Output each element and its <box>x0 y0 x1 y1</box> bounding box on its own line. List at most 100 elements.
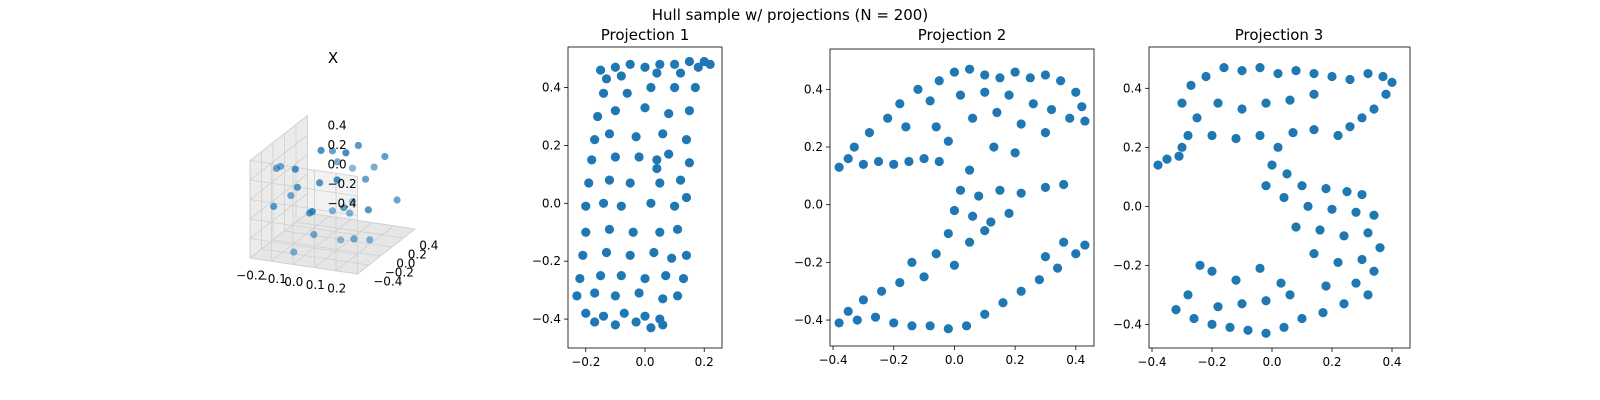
projection-3-title: Projection 3 <box>1235 26 1323 44</box>
data-point <box>1162 154 1172 164</box>
x-tick-label: 0.2 <box>695 355 714 369</box>
axes-frame <box>567 46 723 349</box>
data-point <box>610 62 620 72</box>
projection-1-title: Projection 1 <box>601 26 689 44</box>
data-point <box>1276 278 1286 288</box>
data-point <box>1369 210 1379 220</box>
data-point <box>328 207 337 215</box>
y-tick-label: −0.4 <box>1113 317 1142 331</box>
data-point <box>664 108 674 119</box>
axes-3d-gridline <box>314 222 373 268</box>
x-tick-label: 0.4 <box>1382 355 1401 369</box>
data-point <box>907 257 917 267</box>
projection-2-axes: Projection 2 −0.4 −0.2 0.0 0.2 0.4 −0.4 −0.2 0.… <box>794 26 1095 367</box>
data-point <box>1077 102 1087 112</box>
data-point <box>587 155 597 165</box>
axes-3d-gridline <box>295 221 404 239</box>
x-tick-label: 0.1 <box>306 278 325 292</box>
y-tick-label: 0.2 <box>804 140 823 154</box>
y-tick-label: −0.2 <box>794 255 823 269</box>
data-point <box>333 158 342 166</box>
data-point <box>678 273 689 284</box>
data-point <box>1071 87 1081 97</box>
data-point <box>652 163 662 174</box>
axes-3d-gridline <box>307 212 416 230</box>
y-tick-label: 0.2 <box>542 138 561 152</box>
axes-3d-gridline <box>249 193 308 239</box>
data-point <box>1357 254 1367 265</box>
data-point <box>934 156 944 167</box>
data-point <box>1327 204 1337 214</box>
data-point <box>625 250 635 260</box>
data-point <box>628 227 638 237</box>
data-point <box>1231 275 1241 285</box>
data-point <box>640 311 650 321</box>
data-point <box>1040 182 1051 193</box>
data-point <box>992 107 1002 118</box>
data-point <box>631 132 641 142</box>
data-point <box>904 156 914 167</box>
data-point <box>1065 113 1075 123</box>
y-tick-label: 0.4 <box>542 81 561 95</box>
axes-3d-gridline <box>249 218 358 236</box>
data-point <box>1255 130 1265 141</box>
x-tick-label: 0.2 <box>327 281 346 295</box>
x-tick-label: 0.2 <box>1322 355 1341 369</box>
data-point <box>348 164 357 172</box>
data-point <box>631 317 641 327</box>
data-point <box>1387 77 1397 88</box>
data-point <box>610 152 620 162</box>
data-point <box>1369 266 1379 276</box>
data-point <box>634 152 644 162</box>
data-point <box>655 178 665 188</box>
data-point <box>598 88 609 98</box>
x-tick-label: −0.2 <box>236 269 265 283</box>
x-tick-label: 0.2 <box>1006 353 1025 367</box>
data-point <box>646 82 656 93</box>
axes-3d-gridline <box>249 154 308 200</box>
data-point <box>883 113 893 123</box>
data-point <box>658 129 668 139</box>
data-point <box>316 179 324 187</box>
data-point <box>964 237 975 247</box>
data-point <box>1174 151 1184 161</box>
axes-3d-gridline <box>292 219 351 265</box>
data-point <box>640 103 650 113</box>
axes-3d-gridline <box>357 228 416 275</box>
data-point <box>1321 281 1331 291</box>
data-point <box>1243 325 1253 335</box>
data-point <box>1345 122 1355 132</box>
x-tick-label: −0.2 <box>879 353 908 367</box>
z-tick-label: 0.0 <box>328 157 347 171</box>
data-point <box>640 273 650 284</box>
data-point <box>342 149 350 157</box>
data-point <box>961 321 972 331</box>
data-point <box>901 122 911 132</box>
data-point <box>949 205 960 216</box>
data-point <box>980 309 990 319</box>
x-tick-label: −0.1 <box>258 272 287 286</box>
data-point <box>1351 278 1361 288</box>
data-point <box>1219 63 1229 73</box>
data-point <box>354 141 362 150</box>
data-point <box>610 320 620 330</box>
data-point <box>625 59 635 69</box>
data-point <box>1080 116 1090 126</box>
data-point <box>986 217 996 227</box>
data-point <box>328 147 337 155</box>
data-point <box>925 321 935 331</box>
x-tick-label: 0.4 <box>1066 353 1085 367</box>
data-point <box>1381 89 1391 99</box>
data-point <box>1267 160 1277 170</box>
y-tick-label: −0.2 <box>1113 258 1142 272</box>
x-tick-label: 0.0 <box>284 275 303 289</box>
data-point <box>1342 186 1352 197</box>
data-point <box>858 159 868 169</box>
data-point <box>667 253 677 263</box>
data-point <box>684 158 695 168</box>
axes-3d-gridline <box>249 199 358 216</box>
axes-3d-title: X <box>328 49 338 67</box>
data-point <box>681 135 692 145</box>
data-point <box>1291 66 1301 76</box>
data-point <box>1207 266 1217 276</box>
